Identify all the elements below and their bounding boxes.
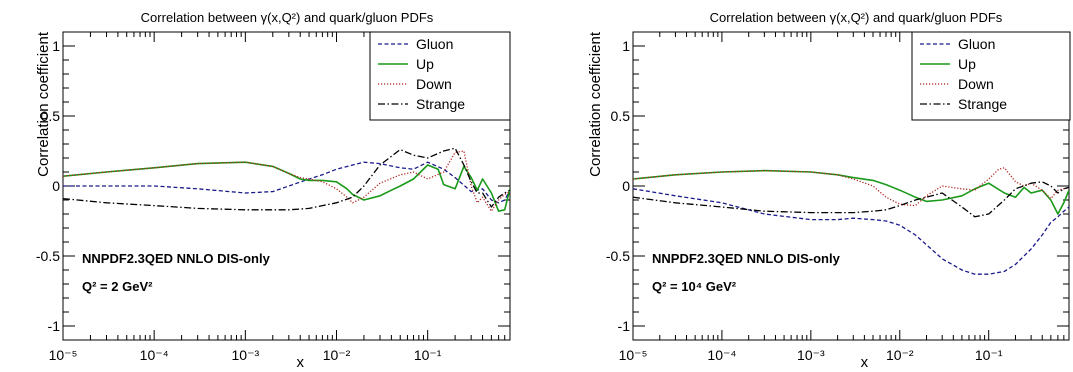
x-tick-label: 10⁻⁴	[140, 347, 169, 363]
y-tick-label: 0	[622, 178, 630, 194]
y-tick-label: 0.5	[611, 108, 631, 124]
chart-panel-2: Correlation between γ(x,Q²) and quark/gl…	[587, 10, 1071, 371]
y-axis-label: Correlation coefficient	[587, 31, 604, 177]
x-tick-label: 10⁻³	[797, 347, 825, 363]
chart-panel-1: Correlation between γ(x,Q²) and quark/gl…	[35, 10, 511, 371]
x-tick-label: 10⁻⁵	[49, 347, 78, 363]
legend-label: Gluon	[416, 36, 453, 52]
y-tick-label: 0.5	[41, 108, 61, 124]
chart-title: Correlation between γ(x,Q²) and quark/gl…	[141, 10, 434, 25]
legend: Gluon Up Down Strange	[369, 31, 511, 121]
x-tick-label: 10⁻¹	[975, 347, 1003, 363]
series-line-gluon	[63, 161, 510, 204]
annotation-fit-name: NNPDF2.3QED NNLO DIS-only	[652, 251, 841, 266]
legend-label: Strange	[958, 96, 1007, 112]
x-axis-label: x	[861, 354, 869, 371]
annotation-fit-name: NNPDF2.3QED NNLO DIS-only	[82, 251, 271, 266]
annotation-scale: Q² = 2 GeV²	[82, 279, 153, 294]
series-line-strange	[63, 147, 510, 211]
y-tick-label: -1	[48, 318, 61, 334]
legend-box	[911, 31, 1071, 121]
y-tick-label: -0.5	[36, 248, 60, 264]
y-axis-label: Correlation coefficient	[35, 31, 52, 177]
x-axis-label: x	[296, 354, 304, 371]
x-tick-label: 10⁻²	[886, 347, 914, 363]
series-group	[63, 147, 510, 212]
chart-title: Correlation between γ(x,Q²) and quark/gl…	[710, 10, 1003, 25]
series-line-down	[633, 167, 1069, 207]
x-tick-label: 10⁻²	[323, 347, 351, 363]
legend-label: Strange	[416, 96, 465, 112]
legend-box	[369, 31, 511, 121]
series-group	[633, 167, 1069, 275]
y-tick-label: 1	[52, 38, 60, 54]
series-line-up	[63, 161, 510, 212]
x-tick-label: 10⁻⁵	[619, 347, 648, 363]
y-tick-label: -1	[618, 318, 631, 334]
x-tick-label: 10⁻³	[232, 347, 260, 363]
y-tick-label: 0	[52, 178, 60, 194]
legend-label: Down	[958, 76, 994, 92]
annotation-scale: Q² = 10⁴ GeV²	[652, 279, 737, 294]
legend-label: Down	[416, 76, 452, 92]
series-line-gluon	[633, 188, 1069, 275]
x-tick-label: 10⁻¹	[414, 347, 442, 363]
legend: Gluon Up Down Strange	[911, 31, 1071, 121]
x-tick-label: 10⁻⁴	[707, 347, 736, 363]
legend-label: Up	[416, 56, 434, 72]
series-line-strange	[633, 181, 1069, 218]
legend-label: Gluon	[958, 36, 995, 52]
y-tick-label: -0.5	[606, 248, 630, 264]
series-line-up	[633, 169, 1069, 215]
legend-label: Up	[958, 56, 976, 72]
y-tick-label: 1	[622, 38, 630, 54]
